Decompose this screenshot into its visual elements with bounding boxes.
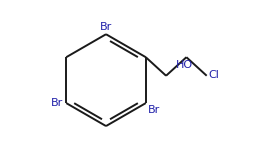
Text: Br: Br — [148, 105, 160, 115]
Text: Br: Br — [100, 22, 112, 32]
Text: Cl: Cl — [209, 70, 219, 80]
Text: HO: HO — [176, 60, 193, 70]
Text: Br: Br — [51, 98, 64, 108]
